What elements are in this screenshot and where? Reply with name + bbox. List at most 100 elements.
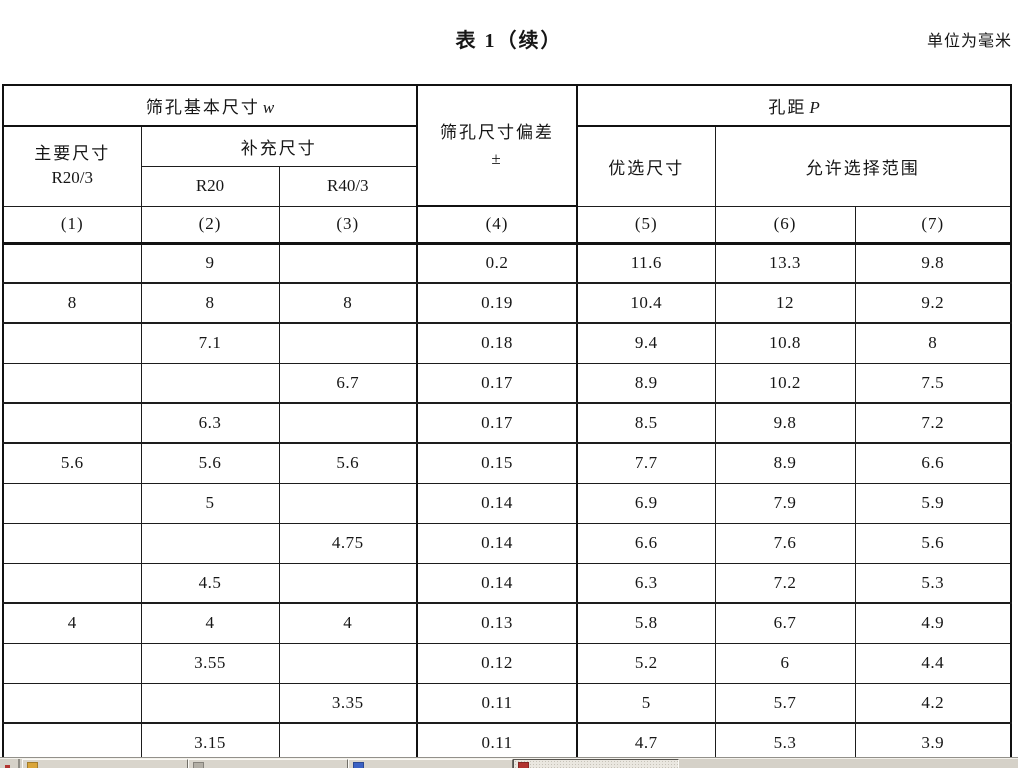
table-cell: 7.6 bbox=[714, 522, 856, 564]
table-cell: 6.6 bbox=[576, 522, 716, 564]
sieve-dimension-table: 筛孔基本尺寸 w 筛孔尺寸偏差 ± 孔距 P 主要尺寸 R20/3 补充尺寸 优选尺… bbox=[2, 84, 1013, 764]
table-cell: 8 bbox=[140, 282, 280, 324]
header-supplementary: 补充尺寸 bbox=[140, 125, 418, 167]
header-deviation: 筛孔尺寸偏差 ± bbox=[416, 84, 579, 207]
table-cell: 5.3 bbox=[854, 562, 1012, 604]
header-basic-size: 筛孔基本尺寸 w bbox=[2, 84, 418, 127]
table-cell: 0.11 bbox=[416, 722, 579, 764]
table-cell: 6.7 bbox=[714, 602, 856, 644]
table-cell: 9.2 bbox=[854, 282, 1012, 324]
table-row: 3.55 0.12 5.2 6 4.4 bbox=[2, 642, 1012, 684]
table-cell: 0.13 bbox=[416, 602, 579, 644]
taskbar-button[interactable] bbox=[348, 759, 513, 768]
table-cell: 0.14 bbox=[416, 562, 579, 604]
header-pitch: 孔距 P bbox=[576, 84, 1012, 127]
table-cell bbox=[2, 642, 142, 684]
table-row: 5 0.14 6.9 7.9 5.9 bbox=[2, 482, 1012, 524]
column-number: (1) bbox=[2, 205, 142, 245]
table-cell: 7.5 bbox=[854, 362, 1012, 404]
table-cell: 5 bbox=[576, 682, 716, 724]
header-r20: R20 bbox=[140, 165, 280, 207]
page-title: 表 1（续） bbox=[455, 30, 563, 52]
table-cell: 13.3 bbox=[714, 242, 856, 284]
table-cell: 0.12 bbox=[416, 642, 579, 684]
column-number: (7) bbox=[854, 205, 1012, 245]
table-cell: 5.6 bbox=[140, 442, 280, 484]
table-cell: 4.75 bbox=[278, 522, 418, 564]
table-cell bbox=[278, 642, 418, 684]
table-cell: 8 bbox=[2, 282, 142, 324]
table-cell: 11.6 bbox=[576, 242, 716, 284]
table-cell bbox=[2, 242, 142, 284]
table-cell: 9.4 bbox=[576, 322, 716, 364]
header-r40-3: R40/3 bbox=[278, 165, 418, 207]
table-cell: 9.8 bbox=[714, 402, 856, 444]
table-cell: 6 bbox=[714, 642, 856, 684]
header-main-size-line1: 主要尺寸 bbox=[34, 144, 111, 164]
table-cell: 0.19 bbox=[416, 282, 579, 324]
table-cell: 5.8 bbox=[576, 602, 716, 644]
table-cell: 8 bbox=[278, 282, 418, 324]
table-cell: 4.9 bbox=[854, 602, 1012, 644]
table-cell bbox=[140, 682, 280, 724]
table-cell bbox=[140, 362, 280, 404]
column-number: (5) bbox=[576, 205, 716, 245]
table-cell: 4.4 bbox=[854, 642, 1012, 684]
table-cell: 4.2 bbox=[854, 682, 1012, 724]
column-number: (2) bbox=[140, 205, 280, 245]
table-cell: 10.2 bbox=[714, 362, 856, 404]
taskbar-button[interactable] bbox=[188, 759, 348, 768]
table-cell: 8 bbox=[854, 322, 1012, 364]
table-cell bbox=[2, 522, 142, 564]
red-app-icon bbox=[518, 762, 529, 768]
table-cell bbox=[2, 322, 142, 364]
table-cell bbox=[2, 562, 142, 604]
table-cell: 0.11 bbox=[416, 682, 579, 724]
table-cell: 9 bbox=[140, 242, 280, 284]
table-cell: 5.2 bbox=[576, 642, 716, 684]
table-cell: 7.7 bbox=[576, 442, 716, 484]
header-basic-size-symbol: w bbox=[262, 98, 275, 117]
table-cell: 0.18 bbox=[416, 322, 579, 364]
table-row: 5.6 5.6 5.6 0.15 7.7 8.9 6.6 bbox=[2, 442, 1012, 484]
column-number: (6) bbox=[714, 205, 856, 245]
table-cell: 6.9 bbox=[576, 482, 716, 524]
table-cell: 5.6 bbox=[278, 442, 418, 484]
table-cell: 4 bbox=[278, 602, 418, 644]
table-cell: 8.9 bbox=[714, 442, 856, 484]
table-cell: 5.3 bbox=[714, 722, 856, 764]
gray-app-icon bbox=[193, 762, 204, 768]
taskbar-button[interactable] bbox=[22, 759, 188, 768]
table-cell: 9.8 bbox=[854, 242, 1012, 284]
table-cell: 10.4 bbox=[576, 282, 716, 324]
header-basic-size-label: 筛孔基本尺寸 bbox=[145, 98, 260, 117]
table-cell: 5.6 bbox=[854, 522, 1012, 564]
table-cell: 5.7 bbox=[714, 682, 856, 724]
table-row: 6.3 0.17 8.5 9.8 7.2 bbox=[2, 402, 1012, 444]
column-number: (4) bbox=[416, 205, 579, 245]
table-cell: 6.3 bbox=[576, 562, 716, 604]
header-deviation-line2: ± bbox=[491, 148, 503, 168]
table-cell bbox=[2, 402, 142, 444]
table-row: 9 0.2 11.6 13.3 9.8 bbox=[2, 242, 1012, 284]
table-cell: 0.14 bbox=[416, 482, 579, 524]
table-cell: 4 bbox=[2, 602, 142, 644]
blue-app-icon bbox=[353, 762, 364, 768]
table-cell bbox=[140, 522, 280, 564]
table-row: 4.75 0.14 6.6 7.6 5.6 bbox=[2, 522, 1012, 564]
taskbar-button[interactable] bbox=[513, 759, 679, 768]
table-row: 3.35 0.11 5 5.7 4.2 bbox=[2, 682, 1012, 724]
table-cell: 3.35 bbox=[278, 682, 418, 724]
table-cell: 5 bbox=[140, 482, 280, 524]
table-cell: 5.6 bbox=[2, 442, 142, 484]
table-cell: 8.5 bbox=[576, 402, 716, 444]
table-cell: 7.2 bbox=[854, 402, 1012, 444]
table-body: 9 0.2 11.6 13.3 9.8 8 8 8 0.19 10.4 12 9.2 7.1 0.18 9.… bbox=[2, 242, 1012, 764]
table-cell: 10.8 bbox=[714, 322, 856, 364]
table-cell: 4.5 bbox=[140, 562, 280, 604]
column-number: (3) bbox=[278, 205, 418, 245]
table-row: 4.5 0.14 6.3 7.2 5.3 bbox=[2, 562, 1012, 604]
table-cell: 0.17 bbox=[416, 362, 579, 404]
table-row: 7.1 0.18 9.4 10.8 8 bbox=[2, 322, 1012, 364]
taskbar bbox=[0, 757, 1018, 768]
